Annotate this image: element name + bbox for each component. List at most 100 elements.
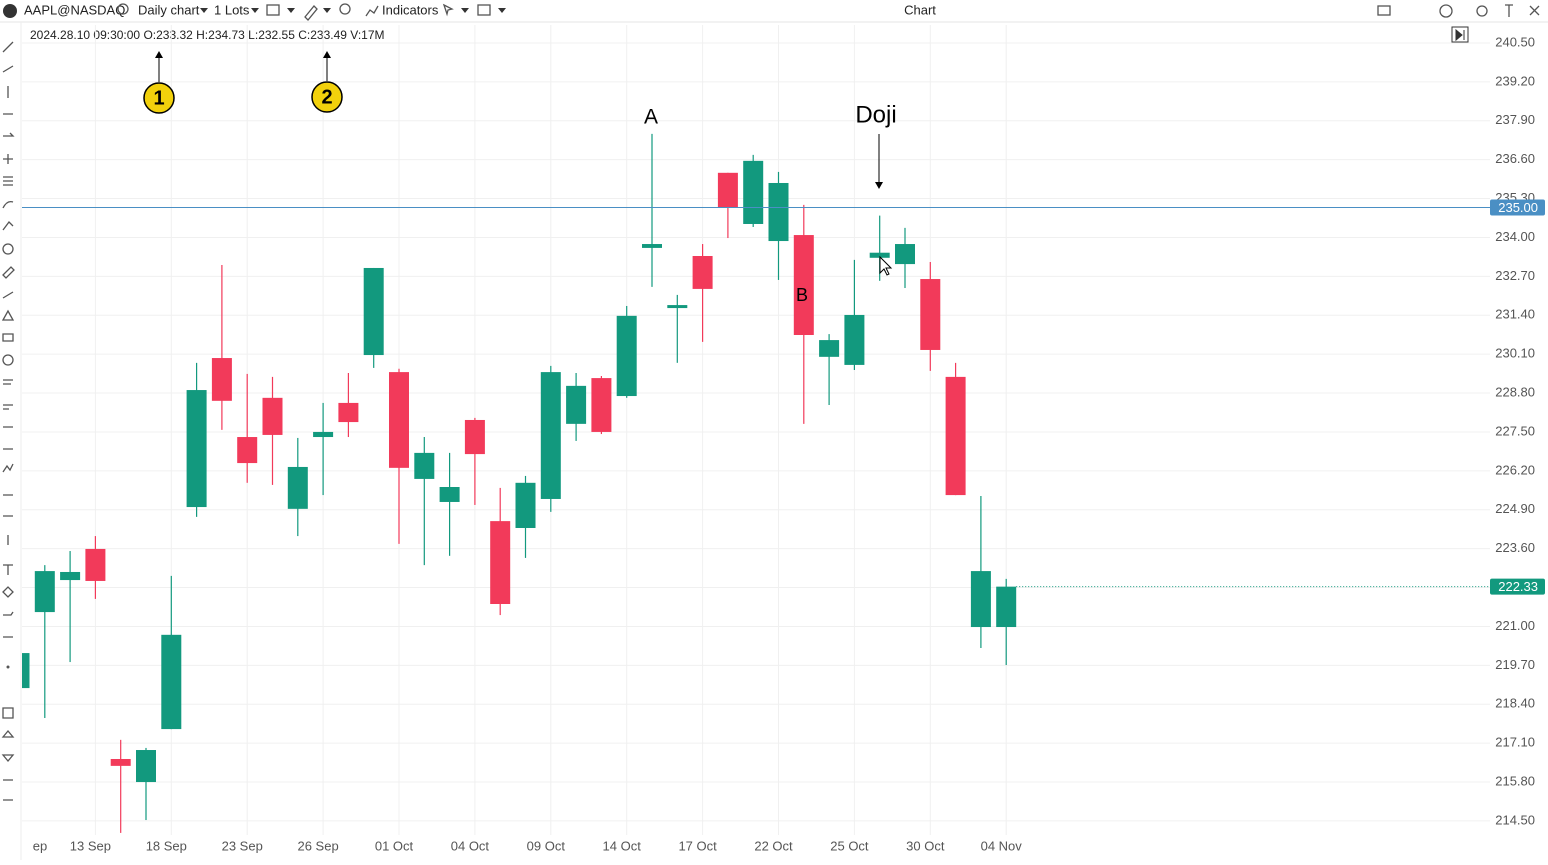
candle-body	[869, 252, 890, 258]
drawing-tools[interactable]	[1, 41, 15, 801]
x-tick-label: 04 Oct	[451, 838, 490, 853]
y-tick-label: 231.40	[1495, 307, 1535, 322]
y-tick-label: 226.20	[1495, 462, 1535, 477]
y-tick-label: 218.40	[1495, 696, 1535, 711]
grid	[22, 25, 1490, 835]
tool-icon[interactable]	[2, 354, 14, 366]
annotations: 1 2 A B Doji	[143, 51, 897, 305]
draw-icon[interactable]	[304, 5, 318, 21]
marker-number: 1	[153, 87, 164, 109]
candle-body	[338, 402, 359, 423]
candle-body	[945, 376, 966, 496]
tool-icon[interactable]	[6, 665, 10, 669]
candle-body	[490, 521, 511, 604]
candle-body	[110, 758, 131, 766]
cursor-icon[interactable]	[442, 3, 454, 17]
indicators-icon[interactable]	[365, 5, 379, 17]
scroll-icon	[1455, 28, 1465, 42]
settings-icon[interactable]	[1476, 5, 1488, 17]
dropdown[interactable]	[251, 8, 259, 13]
y-tick-label: 214.50	[1495, 812, 1535, 827]
template-icon[interactable]	[266, 4, 280, 16]
x-tick-label: 18 Sep	[146, 838, 187, 853]
y-tick-label: 224.90	[1495, 501, 1535, 516]
x-tick-label: 17 Oct	[678, 838, 717, 853]
label-b: B	[796, 285, 808, 305]
candle-body	[667, 305, 688, 309]
candle-body	[844, 314, 865, 365]
x-tick-label: 23 Sep	[222, 838, 263, 853]
candle-body	[642, 244, 662, 248]
dropdown[interactable]	[461, 8, 506, 13]
candle-body	[211, 358, 232, 401]
candle-body	[895, 244, 915, 265]
top-toolbar	[0, 0, 1548, 22]
candle-body	[566, 385, 587, 424]
arrowhead	[875, 182, 883, 189]
layout-icon[interactable]	[477, 4, 491, 16]
y-tick-label: 219.70	[1495, 657, 1535, 672]
close-icon[interactable]	[1529, 5, 1540, 16]
left-toolbar	[1, 22, 22, 860]
y-tick-label: 227.50	[1495, 423, 1535, 438]
price-marker-label: 235.00	[1498, 200, 1538, 215]
marker-number: 2	[321, 86, 332, 108]
candle-body	[161, 634, 182, 730]
candle-body	[996, 586, 1017, 628]
candle-body	[920, 279, 941, 350]
candle-body	[768, 182, 789, 242]
candle-body	[22, 653, 30, 689]
label-a: A	[644, 106, 658, 129]
candle-body	[743, 160, 764, 224]
candle-body	[616, 315, 637, 397]
ohlc-info: 2024.28.10 09:30:00 O:233.32 H:234.73 L:…	[30, 28, 385, 42]
y-tick-label: 217.10	[1495, 735, 1535, 750]
price-marker	[1490, 199, 1545, 216]
y-tick-label: 228.80	[1495, 384, 1535, 399]
logo[interactable]	[3, 4, 17, 18]
x-tick-label: 30 Oct	[906, 838, 945, 853]
symbol[interactable]: AAPL@NASDAQ	[24, 2, 125, 17]
zoom-icon[interactable]	[339, 3, 351, 15]
x-tick-label: 14 Oct	[603, 838, 642, 853]
candle-body	[186, 390, 207, 508]
dropdown[interactable]	[200, 8, 208, 13]
y-tick-label: 221.00	[1495, 618, 1535, 633]
screenshot-icon[interactable]	[1377, 5, 1391, 16]
y-tick-label: 215.80	[1495, 773, 1535, 788]
dropdown[interactable]	[287, 8, 331, 13]
candle-body	[793, 235, 814, 335]
y-tick-label: 223.60	[1495, 540, 1535, 555]
x-tick-label: 04 Nov	[981, 838, 1023, 853]
x-tick-label: 01 Oct	[375, 838, 414, 853]
pin-icon[interactable]	[1505, 4, 1513, 17]
y-tick-label: 234.00	[1495, 229, 1535, 244]
timeframe[interactable]: Daily chart	[138, 2, 200, 17]
candle-body	[819, 340, 840, 357]
candle-body	[540, 372, 561, 499]
candle-body	[136, 750, 156, 783]
y-tick-label: 232.70	[1495, 268, 1535, 283]
marker-circle	[311, 81, 343, 113]
y-tick-label: 237.90	[1495, 112, 1535, 127]
search-icon[interactable]	[117, 3, 129, 15]
candle-body	[363, 267, 384, 356]
theme-icon[interactable]	[1439, 4, 1453, 18]
y-tick-label: 240.50	[1495, 34, 1535, 49]
x-tick-label: 09 Oct	[527, 838, 566, 853]
tool-icon[interactable]	[2, 243, 14, 255]
x-tick-label: ep	[33, 838, 47, 853]
y-tick-label: 230.10	[1495, 346, 1535, 361]
candle-body	[262, 397, 283, 435]
candle-body	[389, 372, 409, 468]
mouse-cursor	[879, 255, 893, 276]
indicators[interactable]: Indicators	[382, 2, 439, 17]
price-marker	[1490, 578, 1545, 595]
candle-body	[34, 571, 55, 613]
lots[interactable]: 1 Lots	[214, 2, 250, 17]
price-axis: 240.50239.20237.90236.60235.30234.00232.…	[1490, 34, 1545, 827]
x-tick-label: 13 Sep	[70, 838, 111, 853]
candle-body	[85, 548, 106, 581]
